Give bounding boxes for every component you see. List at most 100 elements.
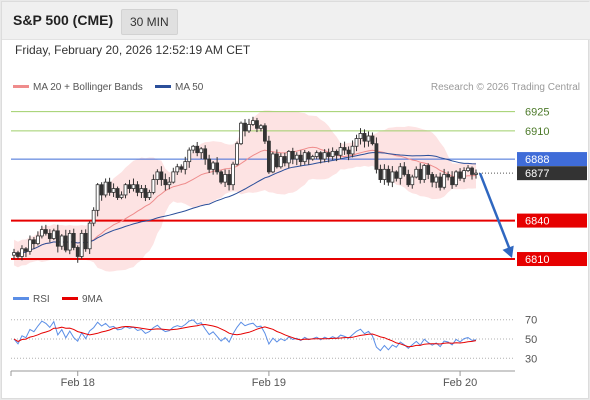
candle [12, 248, 16, 260]
candle [350, 140, 355, 158]
candle [454, 170, 458, 187]
candle [430, 171, 435, 188]
candle [426, 163, 431, 180]
legend-label-ma50: MA 50 [175, 82, 204, 93]
candle-body [24, 248, 28, 252]
candle [171, 167, 176, 184]
candle [338, 142, 343, 160]
candle-body [143, 188, 148, 198]
candle [159, 166, 164, 186]
candle [382, 164, 387, 185]
candle-body [119, 194, 124, 198]
candle [20, 245, 24, 261]
x-axis: Feb 18 Feb 19 Feb 20 [10, 370, 515, 389]
candle [354, 134, 359, 152]
candle [470, 166, 474, 180]
candle-body [290, 150, 295, 160]
candle [330, 147, 335, 160]
candle-body [12, 252, 16, 256]
candle-body [35, 235, 40, 245]
candle-body [382, 168, 387, 180]
candle [390, 166, 395, 188]
candle [95, 183, 100, 217]
candle [127, 179, 132, 194]
candle [91, 207, 96, 227]
candle-body [310, 156, 315, 160]
candle [362, 129, 367, 148]
candle-body [175, 166, 180, 173]
candle [179, 164, 184, 173]
candle [462, 167, 466, 183]
candle-body [386, 168, 391, 183]
candle-body [422, 165, 427, 180]
candle-body [195, 145, 200, 154]
candle-body [378, 168, 383, 180]
candle-body [470, 167, 474, 175]
candle [386, 165, 391, 186]
legend-label-ma20: MA 20 + Bollinger Bands [33, 82, 143, 93]
candle [282, 152, 287, 167]
candle-body [235, 143, 239, 165]
candle-body [243, 122, 247, 132]
candle-body [442, 174, 447, 188]
candle [39, 225, 44, 239]
candle-body [418, 168, 423, 180]
candle-body [342, 147, 347, 151]
candle [227, 169, 231, 191]
candle [103, 178, 108, 198]
candle-body [107, 181, 112, 193]
candle-body [446, 174, 451, 178]
candle-body [251, 120, 255, 125]
candle [290, 147, 295, 165]
candle-body [306, 152, 311, 160]
candle-body [103, 181, 108, 196]
candle [191, 144, 196, 154]
interval-badge[interactable]: 30 MIN [121, 9, 178, 35]
candle-body [354, 138, 359, 147]
candle [87, 221, 92, 255]
candle [67, 229, 72, 255]
candle-body [346, 149, 351, 155]
candle-body [338, 147, 343, 156]
candle [79, 229, 84, 259]
candle-body [266, 140, 271, 173]
candle-body [199, 148, 204, 154]
candle [298, 150, 303, 167]
timestamp: Friday, February 20, 2026 12:52:19 AM CE… [15, 43, 251, 57]
candle-body [95, 184, 100, 211]
candle [239, 121, 243, 146]
candle-body [179, 166, 184, 170]
level-label-6888: 6888 [525, 154, 549, 166]
candle-body [282, 156, 287, 164]
x-tick-label: Feb 19 [252, 377, 286, 389]
level-label-6925: 6925 [525, 107, 549, 119]
candle [147, 189, 152, 201]
candle-body [318, 152, 323, 160]
candle [270, 151, 275, 174]
candle [211, 160, 216, 175]
candle [278, 153, 283, 169]
candle [474, 169, 478, 179]
rsi-tick-label: 30 [525, 353, 537, 365]
candle [187, 147, 192, 168]
candle [263, 123, 267, 144]
candle [139, 185, 144, 198]
candle [115, 186, 120, 200]
candle [286, 150, 291, 169]
candle-body [450, 176, 455, 186]
candle-body [111, 188, 116, 193]
candle-body [71, 232, 76, 248]
rsi-tick-label: 70 [525, 315, 537, 327]
candle [366, 131, 371, 147]
candle-body [362, 133, 367, 142]
candle [215, 157, 220, 175]
candle-body [302, 152, 307, 163]
candle-body [259, 125, 263, 129]
candle-body [55, 230, 60, 247]
candle-body [270, 153, 275, 173]
candle [410, 174, 415, 189]
candle [274, 149, 279, 169]
candle-body [286, 150, 291, 164]
candle-body [314, 152, 319, 157]
